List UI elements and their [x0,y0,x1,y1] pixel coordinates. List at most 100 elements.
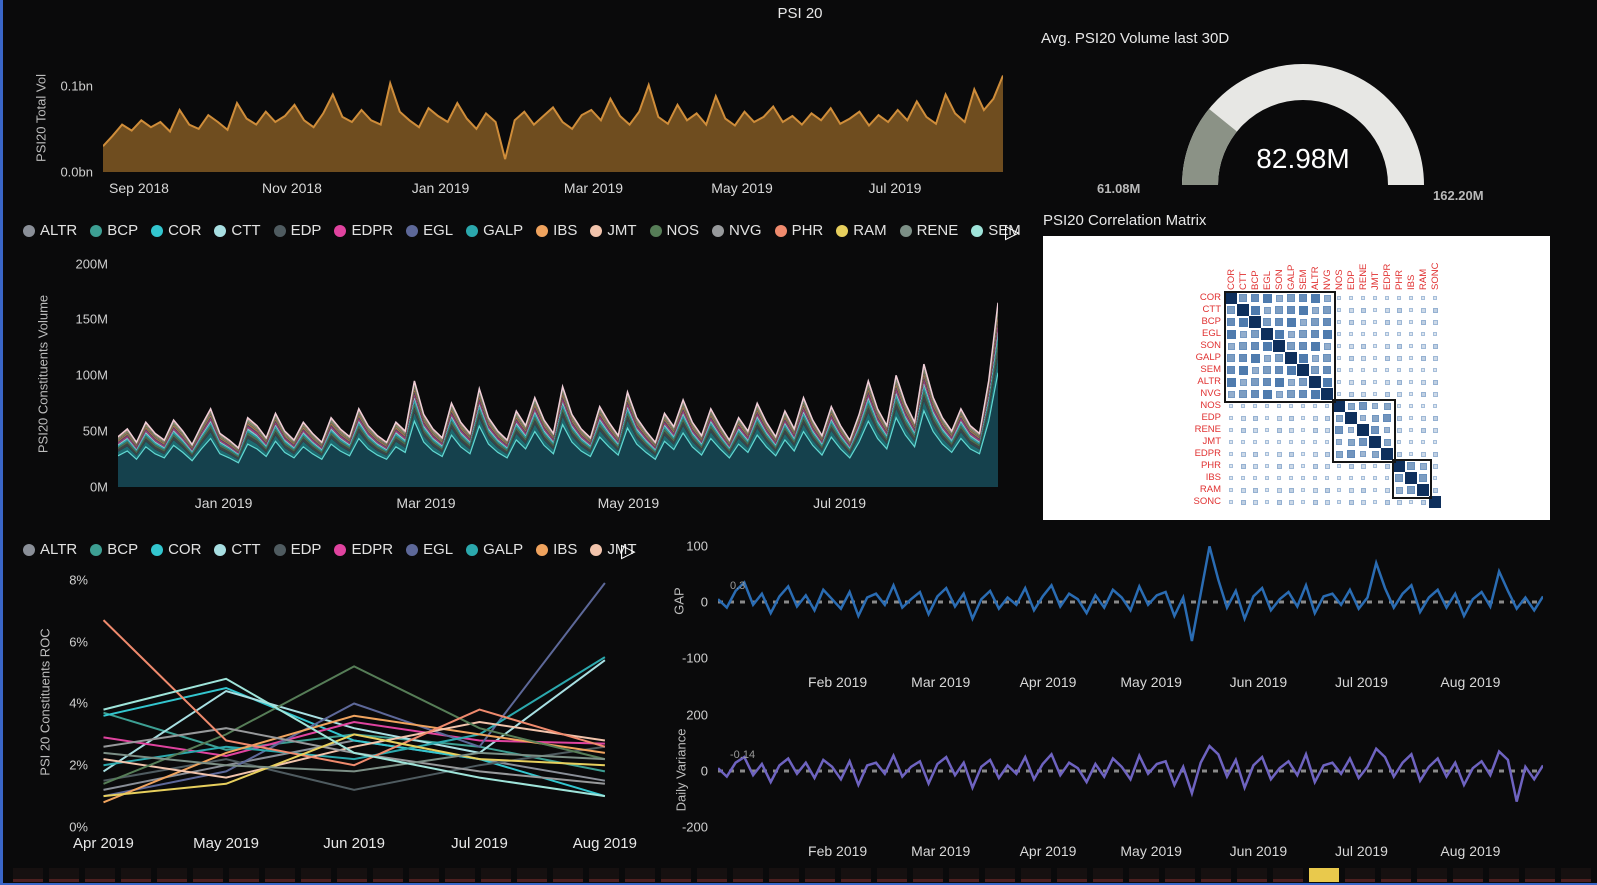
matrix-cell[interactable] [1237,292,1249,304]
matrix-cell[interactable] [1297,484,1309,496]
matrix-cell[interactable] [1333,304,1345,316]
legend-item-ALTR[interactable]: ALTR [23,222,77,239]
matrix-cell[interactable] [1321,292,1333,304]
matrix-cell[interactable] [1333,460,1345,472]
matrix-cell[interactable] [1417,448,1429,460]
matrix-cell[interactable] [1273,388,1285,400]
matrix-cell[interactable] [1321,448,1333,460]
matrix-cell[interactable] [1393,496,1405,508]
matrix-cell[interactable] [1417,316,1429,328]
matrix-cell[interactable] [1237,436,1249,448]
matrix-cell[interactable] [1381,412,1393,424]
matrix-cell[interactable] [1357,388,1369,400]
matrix-cell[interactable] [1273,352,1285,364]
matrix-cell[interactable] [1309,436,1321,448]
matrix-cell[interactable] [1369,316,1381,328]
matrix-cell[interactable] [1417,472,1429,484]
legend-item-BCP[interactable]: BCP [90,541,138,558]
matrix-cell[interactable] [1345,412,1357,424]
matrix-cell[interactable] [1333,388,1345,400]
ticker-segment[interactable] [697,868,727,882]
matrix-cell[interactable] [1285,436,1297,448]
matrix-cell[interactable] [1249,328,1261,340]
matrix-cell[interactable] [1285,388,1297,400]
matrix-cell[interactable] [1357,460,1369,472]
matrix-cell[interactable] [1345,388,1357,400]
matrix-cell[interactable] [1429,388,1441,400]
matrix-cell[interactable] [1237,304,1249,316]
matrix-cell[interactable] [1249,472,1261,484]
matrix-cell[interactable] [1417,352,1429,364]
matrix-cell[interactable] [1249,496,1261,508]
matrix-cell[interactable] [1249,484,1261,496]
legend-item-RAM[interactable]: RAM [836,222,887,239]
gauge-chart[interactable] [1098,50,1508,195]
ticker-segment[interactable] [1057,868,1087,882]
matrix-cell[interactable] [1261,436,1273,448]
matrix-cell[interactable] [1273,376,1285,388]
matrix-cell[interactable] [1237,448,1249,460]
matrix-cell[interactable] [1333,316,1345,328]
matrix-cell[interactable] [1309,340,1321,352]
matrix-cell[interactable] [1333,412,1345,424]
legend-item-PHR[interactable]: PHR [774,222,823,239]
ticker-segment[interactable] [1201,868,1231,882]
matrix-cell[interactable] [1237,364,1249,376]
matrix-cell[interactable] [1357,448,1369,460]
matrix-cell[interactable] [1405,376,1417,388]
matrix-cell[interactable] [1285,328,1297,340]
legend-item-COR[interactable]: COR [151,541,201,558]
matrix-cell[interactable] [1225,316,1237,328]
matrix-cell[interactable] [1429,400,1441,412]
matrix-cell[interactable] [1405,328,1417,340]
matrix-cell[interactable] [1429,436,1441,448]
matrix-cell[interactable] [1321,352,1333,364]
matrix-cell[interactable] [1345,352,1357,364]
matrix-cell[interactable] [1237,328,1249,340]
matrix-cell[interactable] [1357,400,1369,412]
constituents-volume-chart[interactable]: 200M 150M 100M 50M 0M Jan 2019 Mar 2019 May 201… [75,256,999,511]
ticker-segment[interactable] [301,868,331,882]
matrix-cell[interactable] [1381,436,1393,448]
matrix-cell[interactable] [1417,292,1429,304]
matrix-cell[interactable] [1393,448,1405,460]
matrix-cell[interactable] [1285,424,1297,436]
matrix-cell[interactable] [1393,388,1405,400]
ticker-segment[interactable] [1417,868,1447,882]
matrix-cell[interactable] [1273,472,1285,484]
matrix-cell[interactable] [1405,352,1417,364]
matrix-cell[interactable] [1297,388,1309,400]
matrix-cell[interactable] [1225,436,1237,448]
matrix-cell[interactable] [1225,376,1237,388]
matrix-cell[interactable] [1357,484,1369,496]
matrix-cell[interactable] [1405,496,1417,508]
matrix-cell[interactable] [1249,424,1261,436]
legend-item-EDPR[interactable]: EDPR [334,222,393,239]
matrix-cell[interactable] [1309,460,1321,472]
legend-item-NVG[interactable]: NVG [712,222,762,239]
matrix-cell[interactable] [1309,376,1321,388]
matrix-cell[interactable] [1381,400,1393,412]
matrix-cell[interactable] [1357,316,1369,328]
ticker-segment[interactable] [157,868,187,882]
ticker-segment[interactable] [1165,868,1195,882]
matrix-cell[interactable] [1417,496,1429,508]
matrix-cell[interactable] [1297,424,1309,436]
matrix-cell[interactable] [1393,316,1405,328]
matrix-cell[interactable] [1357,304,1369,316]
matrix-cell[interactable] [1429,484,1441,496]
matrix-cell[interactable] [1249,292,1261,304]
matrix-cell[interactable] [1345,304,1357,316]
matrix-cell[interactable] [1297,340,1309,352]
matrix-cell[interactable] [1333,484,1345,496]
matrix-cell[interactable] [1321,304,1333,316]
matrix-cell[interactable] [1405,472,1417,484]
ticker-segment[interactable] [1021,868,1051,882]
matrix-cell[interactable] [1393,328,1405,340]
matrix-cell[interactable] [1429,412,1441,424]
matrix-cell[interactable] [1309,448,1321,460]
matrix-cell[interactable] [1393,376,1405,388]
matrix-cell[interactable] [1237,352,1249,364]
ticker-segment[interactable] [1309,868,1339,882]
matrix-cell[interactable] [1321,436,1333,448]
